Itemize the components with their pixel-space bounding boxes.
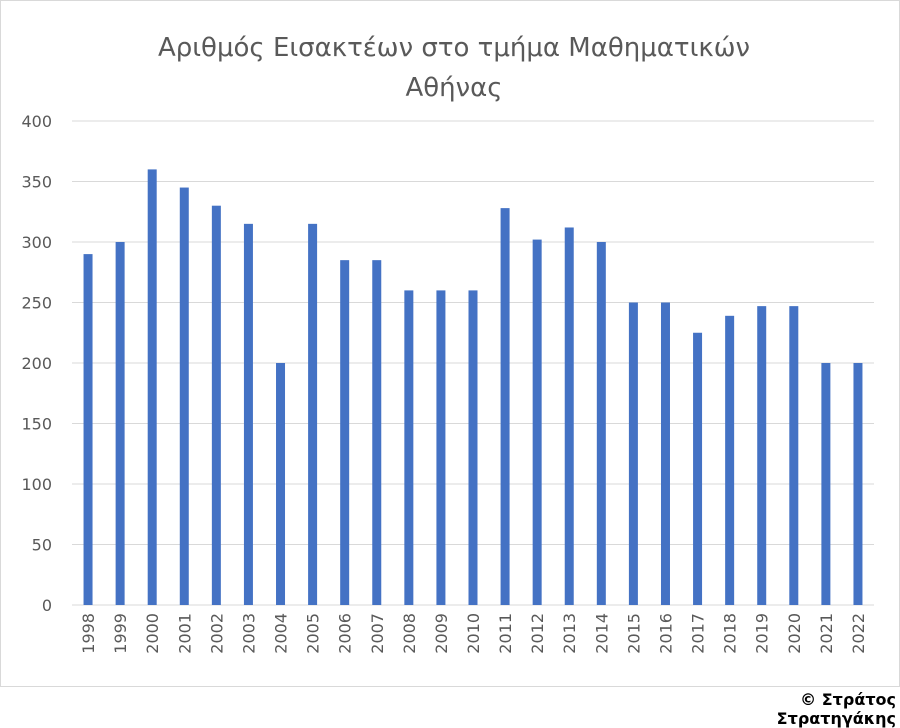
bar [725, 315, 735, 605]
chart-title-line-1: Αριθμός Εισακτέων στο τμήμα Μαθηματικών [158, 33, 750, 63]
copyright-notice: © Στράτος Στρατηγάκης [776, 690, 896, 728]
chart-frame: Αριθμός Εισακτέων στο τμήμα Μαθηματικών … [0, 0, 900, 687]
x-tick-label: 2021 [817, 613, 836, 654]
x-tick-label: 2022 [849, 613, 868, 654]
bar [564, 227, 574, 606]
bar-chart: Αριθμός Εισακτέων στο τμήμα Μαθηματικών … [21, 33, 874, 654]
x-tick-label: 2017 [689, 613, 708, 654]
x-tick-label: 2015 [624, 613, 643, 654]
x-tick-label: 2002 [207, 613, 226, 654]
bar [211, 205, 221, 605]
y-tick-label: 200 [21, 354, 52, 373]
x-tick-label: 2016 [656, 613, 675, 654]
bar [83, 254, 93, 605]
x-tick-label: 2011 [496, 613, 515, 654]
bar [243, 223, 253, 605]
y-tick-label: 400 [21, 112, 52, 131]
y-tick-label: 300 [21, 233, 52, 252]
x-tick-label: 2004 [272, 613, 291, 654]
bar [340, 260, 350, 605]
x-tick-label: 2018 [721, 613, 740, 654]
bar [853, 363, 863, 605]
bar [660, 302, 670, 605]
bar [821, 363, 831, 605]
y-tick-label: 100 [21, 475, 52, 494]
bar [628, 302, 638, 605]
bar [436, 290, 446, 605]
bar [789, 306, 799, 605]
bar [757, 306, 767, 605]
x-tick-label: 2013 [560, 613, 579, 654]
x-tick-label: 2009 [432, 613, 451, 654]
x-tick-label: 1999 [111, 613, 130, 654]
y-tick-label: 250 [21, 294, 52, 313]
bar [532, 239, 542, 605]
y-axis-ticks: 0 50 100 150 200 250 300 350 400 [21, 112, 52, 615]
x-tick-label: 2007 [368, 613, 387, 654]
x-tick-label: 2000 [143, 613, 162, 654]
x-tick-label: 2001 [175, 613, 194, 654]
x-tick-label: 2019 [753, 613, 772, 654]
bars [83, 169, 863, 606]
x-tick-label: 2012 [528, 613, 547, 654]
x-tick-label: 2003 [239, 613, 258, 654]
x-tick-label: 2008 [400, 613, 419, 654]
bar [468, 290, 478, 605]
y-tick-label: 150 [21, 415, 52, 434]
x-tick-label: 1998 [79, 613, 98, 654]
x-tick-label: 2006 [336, 613, 355, 654]
x-tick-label: 2014 [592, 613, 611, 654]
bar [179, 187, 189, 606]
bar [115, 242, 125, 605]
bar [404, 290, 414, 605]
bar [500, 208, 510, 605]
x-axis-ticks: 1998 1999 2000 2001 2002 2003 2004 2005 2006 2007… [79, 613, 868, 654]
bar [596, 242, 606, 605]
bar [372, 260, 382, 605]
y-tick-label: 50 [32, 536, 52, 555]
x-tick-label: 2010 [464, 613, 483, 654]
y-tick-label: 350 [21, 173, 52, 192]
bar [308, 223, 318, 605]
bar [693, 332, 703, 605]
bar [147, 169, 157, 605]
y-tick-label: 0 [42, 596, 52, 615]
x-tick-label: 2020 [785, 613, 804, 654]
chart-title-line-2: Αθήνας [405, 73, 502, 103]
x-tick-label: 2005 [304, 613, 323, 654]
bar [276, 363, 286, 605]
